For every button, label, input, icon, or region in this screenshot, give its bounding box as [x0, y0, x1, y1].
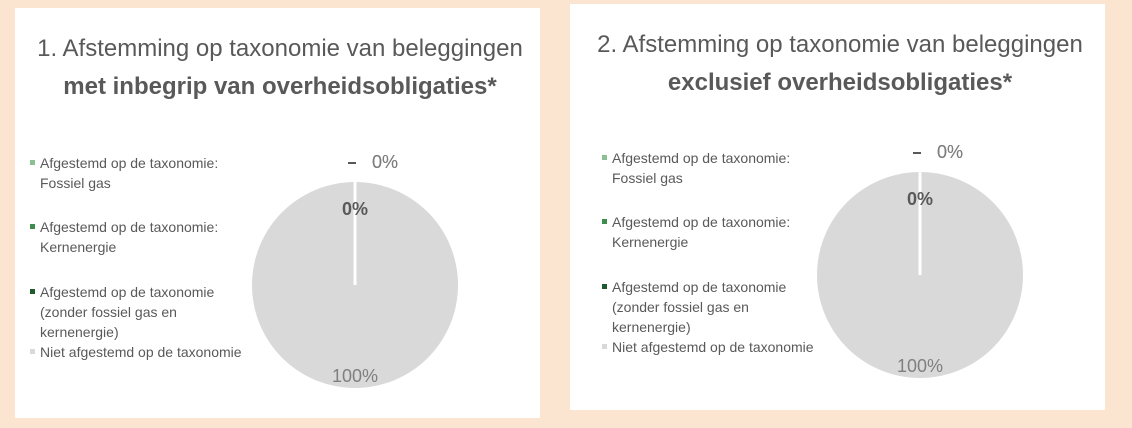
title-text: 2. Afstemming op taxonomie van belegging… — [597, 31, 1083, 58]
title-bold: met inbegrip van overheidsobligaties* — [63, 73, 497, 100]
title-bold: exclusief overheidsobligaties* — [667, 69, 1013, 96]
legend-label: Afgestemd op de taxonomie (zonder fossie… — [40, 284, 215, 340]
legend-swatch — [602, 344, 607, 349]
legend-item: Afgestemd op de taxonomie: Kernenergie — [30, 217, 250, 257]
legend-label: Afgestemd op de taxonomie: Fossiel gas — [612, 150, 791, 186]
legend-label: Niet afgestemd op de taxonomie — [40, 344, 242, 360]
chart-title: 2. Afstemming op taxonomie van belegging… — [590, 26, 1090, 102]
legend-label: Afgestemd op de taxonomie: Kernenergie — [40, 219, 219, 255]
panel — [570, 4, 1105, 410]
legend-item: Afgestemd op de taxonomie (zonder fossie… — [30, 282, 250, 342]
data-label: 100% — [332, 366, 378, 386]
legend-swatch — [30, 349, 35, 354]
legend-swatch — [30, 289, 35, 294]
legend-label: Afgestemd op de taxonomie: Kernenergie — [612, 214, 791, 250]
legend-swatch — [602, 219, 607, 224]
data-label: 100% — [897, 356, 943, 376]
legend-label: Afgestemd op de taxonomie: Fossiel gas — [40, 155, 219, 191]
title-text: 1. Afstemming op taxonomie van belegging… — [37, 35, 523, 62]
legend-item: Afgestemd op de taxonomie: Fossiel gas — [602, 148, 822, 188]
legend-swatch — [602, 284, 607, 289]
data-label: 0% — [907, 189, 933, 209]
legend-item: Niet afgestemd op de taxonomie — [30, 342, 250, 362]
data-label: 0% — [937, 142, 963, 162]
chart-title: 1. Afstemming op taxonomie van belegging… — [30, 30, 530, 106]
legend-label: Niet afgestemd op de taxonomie — [612, 339, 814, 355]
data-label: 0% — [937, 142, 963, 162]
legend-item: Afgestemd op de taxonomie: Fossiel gas — [30, 153, 250, 193]
legend-item: Niet afgestemd op de taxonomie — [602, 337, 822, 357]
legend-item: Afgestemd op de taxonomie: Kernenergie — [602, 212, 822, 252]
data-label: 0% — [372, 152, 398, 172]
data-label: 0% — [372, 152, 398, 172]
legend-swatch — [30, 224, 35, 229]
legend-swatch — [30, 160, 35, 165]
data-label: 0% — [342, 199, 368, 219]
legend-label: Afgestemd op de taxonomie (zonder fossie… — [612, 279, 787, 335]
legend-swatch — [602, 155, 607, 160]
legend-item: Afgestemd op de taxonomie (zonder fossie… — [602, 277, 822, 337]
